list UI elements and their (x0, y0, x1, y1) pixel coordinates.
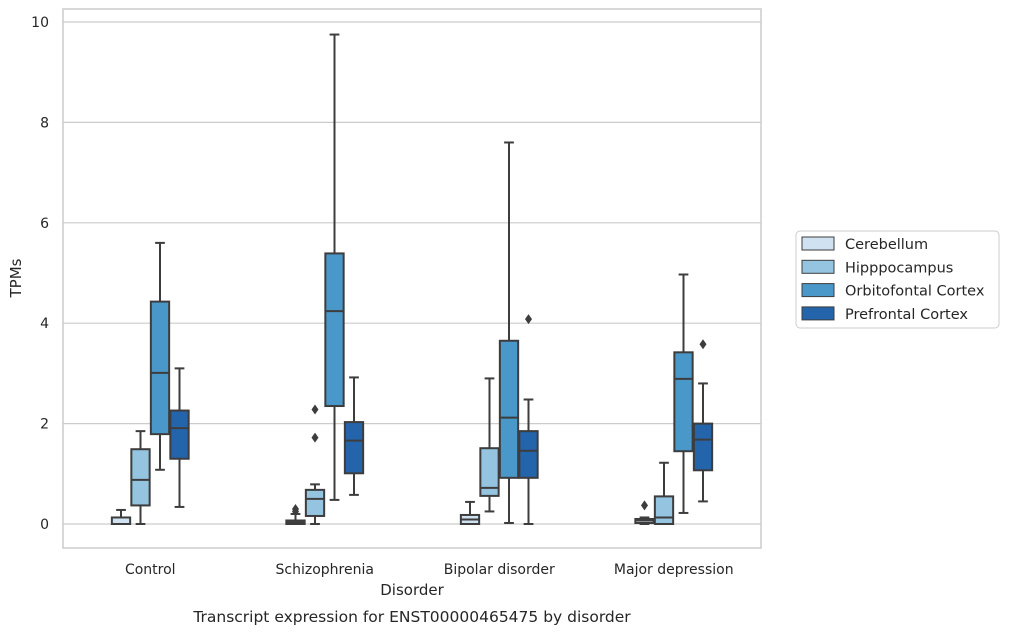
box-orbitofontal-cortex-0 (149, 241, 171, 471)
legend-frame (795, 230, 1000, 329)
outlier-point (641, 500, 648, 511)
box-iqr (149, 300, 171, 436)
plot-frame (62, 8, 762, 549)
box-iqr (692, 422, 714, 472)
outlier-point (525, 314, 532, 325)
box-iqr (169, 409, 190, 460)
box-hipppocampus-1 (304, 404, 326, 525)
legend-label: Prefrontal Cortex (845, 307, 968, 323)
outlier-point (311, 404, 319, 415)
x-axis-ticks: Control Schizophrenia Bipolar disorder Majo… (125, 562, 734, 578)
box-iqr (479, 447, 500, 497)
x-tick-label: Schizophrenia (276, 562, 374, 578)
y-tick-label: 10 (31, 15, 49, 31)
boxes-layer (110, 33, 714, 526)
legend-label: Hipppocampus (845, 260, 953, 276)
y-tick-label: 4 (40, 316, 49, 332)
box-prefrontal-cortex-0 (169, 367, 190, 508)
box-cerebellum-1 (285, 503, 306, 526)
y-axis-ticks: 0 2 4 6 8 10 (31, 15, 49, 533)
box-prefrontal-cortex-2 (518, 314, 539, 525)
x-axis-label: Disorder (380, 581, 444, 599)
legend-swatch (801, 236, 835, 251)
legend: Cerebellum Hipppocampus Orbitofontal Corte… (795, 230, 1000, 329)
box-iqr (324, 252, 345, 408)
legend-swatch (801, 283, 835, 298)
box-iqr (518, 430, 539, 479)
box-iqr (498, 339, 520, 479)
legend-swatch (801, 306, 835, 321)
box-iqr (304, 488, 326, 517)
x-tick-label: Major depression (614, 562, 734, 578)
chart-caption: Transcript expression for ENST0000046547… (192, 608, 631, 626)
box-hipppocampus-3 (653, 461, 675, 526)
box-hipppocampus-2 (479, 377, 500, 513)
box-orbitofontal-cortex-2 (498, 141, 520, 524)
outlier-point (699, 339, 707, 350)
legend-label: Orbitofontal Cortex (845, 284, 985, 300)
y-tick-label: 2 (40, 417, 49, 433)
outlier-point (311, 432, 319, 443)
y-tick-label: 6 (40, 216, 49, 232)
box-cerebellum-0 (110, 508, 132, 525)
box-iqr (343, 421, 365, 475)
y-tick-label: 0 (40, 517, 49, 533)
outlier-point (292, 503, 299, 514)
box-orbitofontal-cortex-3 (673, 273, 694, 514)
box-prefrontal-cortex-3 (692, 339, 714, 503)
box-hipppocampus-0 (130, 430, 151, 525)
box-iqr (673, 351, 694, 453)
y-axis-label: TPMs (7, 258, 25, 298)
box-orbitofontal-cortex-1 (324, 33, 345, 501)
box-prefrontal-cortex-1 (343, 376, 365, 496)
legend-swatch (801, 259, 835, 274)
box-iqr (130, 448, 151, 507)
gridlines (63, 21, 761, 525)
legend-label: Cerebellum (845, 237, 928, 253)
x-tick-label: Control (125, 562, 176, 578)
box-cerebellum-2 (459, 500, 481, 525)
y-tick-label: 8 (40, 115, 49, 131)
box-cerebellum-3 (634, 500, 655, 525)
box-iqr (653, 495, 675, 526)
x-tick-label: Bipolar disorder (444, 562, 555, 578)
